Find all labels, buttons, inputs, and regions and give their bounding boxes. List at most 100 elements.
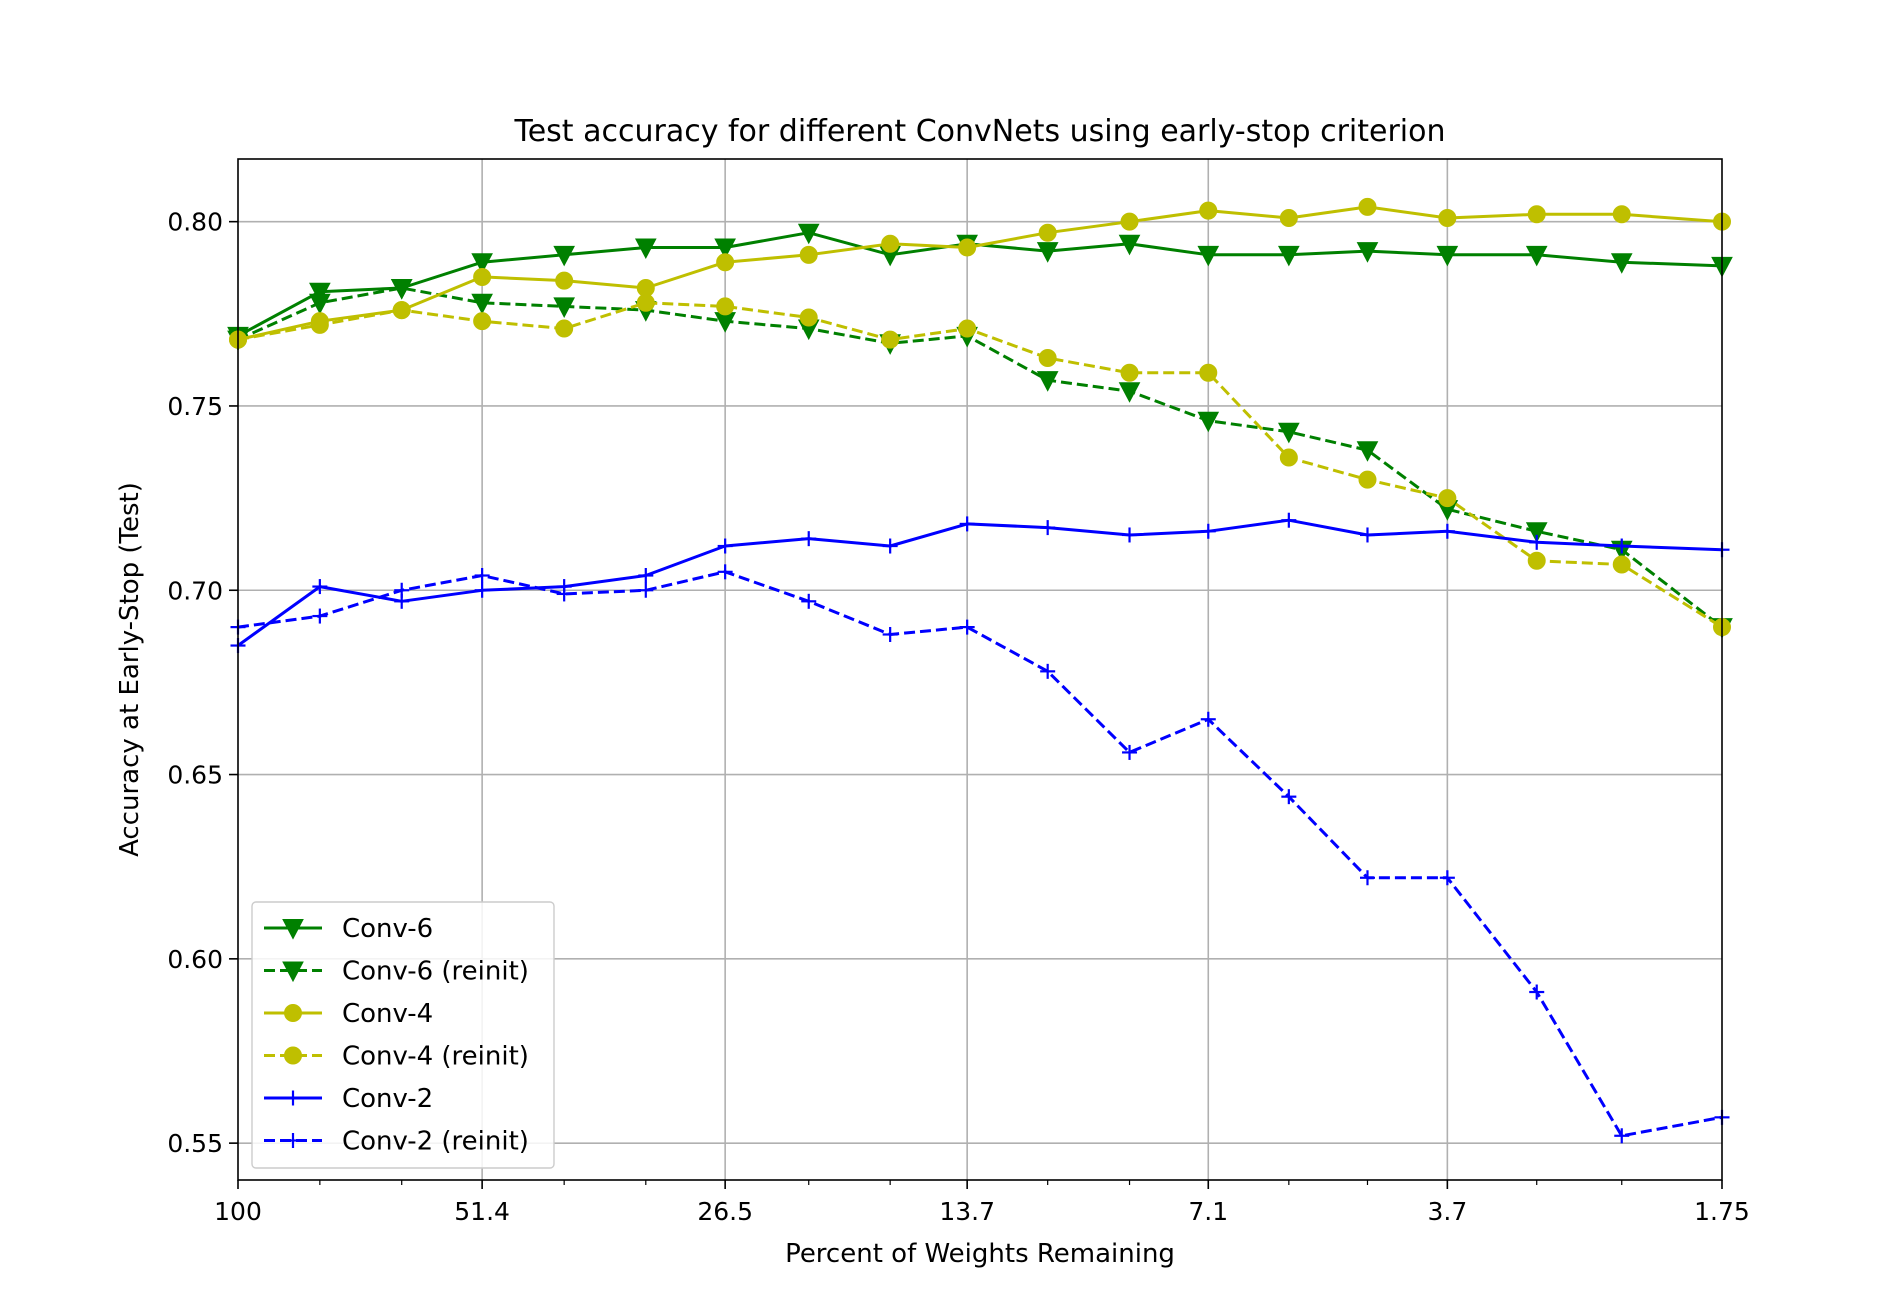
data-point — [1278, 245, 1300, 267]
data-point — [474, 582, 490, 598]
legend-box — [251, 901, 555, 1169]
data-point — [1525, 245, 1548, 267]
data-point — [1614, 538, 1630, 554]
legend-label: Conv-6 — [342, 914, 433, 944]
data-point — [1038, 349, 1057, 368]
data-point — [1358, 470, 1377, 489]
data-point — [1614, 1128, 1630, 1144]
data-point — [636, 293, 655, 312]
data-point — [717, 564, 733, 580]
data-point — [1438, 208, 1457, 227]
data-point — [1610, 253, 1633, 274]
data-point — [1356, 242, 1379, 263]
data-point — [881, 234, 900, 253]
data-point — [1040, 663, 1056, 679]
data-point — [1529, 534, 1545, 550]
legend-label: Conv-4 — [342, 999, 433, 1029]
data-point — [1612, 555, 1631, 574]
data-point — [471, 253, 493, 274]
data-point — [555, 319, 574, 338]
data-point — [638, 568, 654, 584]
legend-label: Conv-4 (reinit) — [342, 1042, 529, 1072]
data-point — [309, 282, 331, 304]
data-point — [1036, 371, 1059, 392]
data-point — [473, 312, 492, 331]
data-point — [1281, 512, 1297, 528]
data-point — [1279, 448, 1298, 467]
x-tick-label: 13.7 — [939, 1197, 995, 1226]
data-point — [1038, 223, 1057, 242]
data-point — [1436, 245, 1459, 267]
series-conv-4-reinit — [229, 293, 1731, 637]
data-point — [1118, 382, 1141, 403]
y-tick-label: 0.65 — [167, 761, 223, 790]
data-point — [716, 253, 735, 272]
data-point — [1122, 744, 1138, 760]
legend-label: Conv-6 (reinit) — [342, 957, 529, 987]
x-tick-label: 51.4 — [454, 1197, 510, 1226]
data-point — [1199, 201, 1218, 220]
chart-title: Test accuracy for different ConvNets usi… — [513, 114, 1445, 149]
legend-marker — [282, 919, 304, 940]
y-axis-label: Accuracy at Early-Stop (Test) — [115, 482, 145, 857]
data-point — [1200, 711, 1216, 727]
legend-marker — [285, 1133, 301, 1148]
y-tick-label: 0.55 — [167, 1129, 223, 1158]
data-point — [1279, 208, 1298, 227]
x-tick-label: 1.75 — [1694, 1197, 1750, 1226]
data-point — [634, 238, 657, 260]
data-point — [1438, 489, 1457, 508]
data-point — [959, 516, 975, 532]
data-point — [1200, 523, 1216, 539]
data-point — [801, 593, 817, 609]
data-point — [1199, 363, 1218, 382]
data-point — [312, 608, 328, 624]
legend-entry: Conv-6 (reinit) — [264, 957, 529, 987]
legend-entry: Conv-6 — [264, 914, 433, 944]
x-tick-label: 26.5 — [697, 1197, 753, 1226]
data-point — [1356, 441, 1379, 462]
data-point — [553, 245, 575, 267]
legend-marker — [284, 1004, 302, 1022]
data-point — [1118, 234, 1141, 256]
data-point — [1281, 789, 1297, 805]
series-layer — [227, 197, 1733, 1144]
legend-entry: Conv-2 — [264, 1084, 433, 1114]
data-point — [310, 315, 329, 334]
plot-frame — [237, 158, 1723, 1181]
data-point — [1120, 363, 1139, 382]
data-point — [638, 582, 654, 598]
data-point — [394, 582, 410, 598]
data-point — [958, 238, 977, 257]
data-point — [881, 330, 900, 349]
data-point — [717, 538, 733, 554]
data-point — [797, 223, 820, 245]
data-point — [959, 619, 975, 635]
data-point — [471, 293, 493, 315]
data-point — [1358, 197, 1377, 216]
data-point — [309, 293, 331, 315]
data-point — [392, 301, 411, 320]
x-tick-label: 3.7 — [1427, 1197, 1467, 1226]
data-point — [553, 297, 575, 319]
data-point — [390, 279, 413, 300]
x-axis-label: Percent of Weights Remaining — [785, 1239, 1175, 1269]
data-point — [1439, 523, 1455, 539]
data-point — [714, 238, 736, 260]
series-conv-4 — [229, 197, 1731, 349]
y-tick-label: 0.70 — [167, 576, 223, 605]
data-point — [555, 271, 574, 290]
y-tick-label: 0.75 — [167, 392, 223, 421]
ticks: 100 51.4 26.5 13.7 7.1 3.7 1.75 0.55 0.60 0.65 0.7… — [167, 208, 1750, 1226]
data-point — [882, 538, 898, 554]
legend-marker — [285, 1090, 301, 1106]
data-point — [799, 308, 818, 327]
y-tick-label: 0.60 — [167, 945, 223, 974]
data-point — [1278, 422, 1300, 444]
data-point — [473, 267, 492, 286]
data-point — [312, 579, 328, 595]
legend-label: Conv-2 (reinit) — [342, 1127, 529, 1157]
data-point — [1359, 870, 1375, 886]
legend: Conv-6 Conv-6 (reinit) Conv-4 Conv-4 (reini… — [251, 901, 555, 1169]
